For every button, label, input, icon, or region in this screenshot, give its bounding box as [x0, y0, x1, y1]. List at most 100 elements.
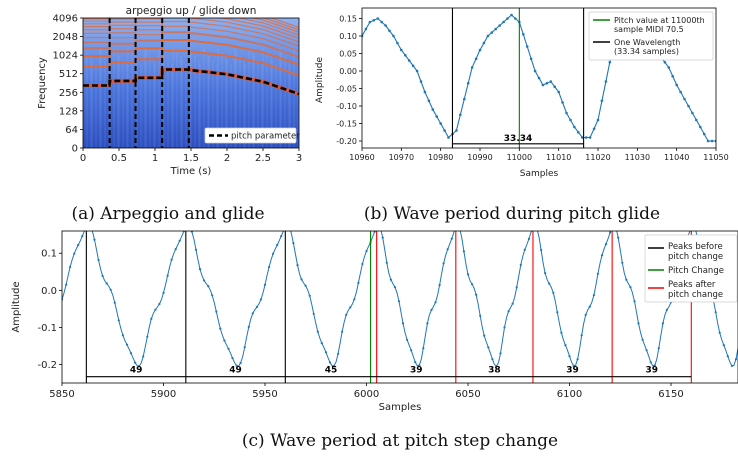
step-wave-point — [389, 278, 392, 281]
step-wave-xtick-label: 5950 — [252, 389, 277, 400]
step-wave-point — [560, 331, 563, 334]
step-wave-point — [81, 235, 84, 238]
glide-wave-legend-box — [588, 11, 714, 61]
step-wave-point — [536, 228, 538, 230]
glide-wave-point — [525, 45, 529, 48]
step-wave-point — [507, 310, 510, 313]
step-wave-point — [187, 224, 189, 226]
step-wave-point — [117, 319, 120, 322]
step-wave-point — [483, 334, 486, 337]
step-wave-frame — [61, 230, 738, 384]
step-wave-point — [65, 283, 68, 286]
step-wave-point — [300, 278, 303, 281]
glide-wave-point — [695, 118, 698, 122]
glide-wave-point — [443, 129, 446, 132]
caption-c: (c) Wave period at pitch step change — [242, 431, 558, 451]
glide-wave-point — [510, 13, 513, 17]
glide-wave-point — [604, 80, 608, 83]
step-wave-period-label: 38 — [488, 366, 501, 376]
step-wave-point — [410, 349, 413, 352]
spectrogram-xtick-label: 2 — [224, 153, 230, 164]
step-wave-point — [442, 262, 445, 265]
spectrogram-legend: pitch parameter — [204, 127, 300, 144]
glide-wave-frame — [361, 7, 717, 149]
step-wave-point — [726, 355, 729, 358]
glide-wave-point — [541, 83, 545, 87]
step-wave-point — [332, 364, 336, 367]
step-wave-point — [393, 286, 396, 289]
spectrogram-ytick-label: 128 — [59, 106, 78, 117]
glide-wave-point — [502, 20, 505, 24]
glide-wave-point — [376, 17, 380, 20]
glide-wave-point — [407, 59, 411, 62]
step-wave-point — [73, 252, 76, 255]
step-wave-point — [548, 282, 551, 285]
spectrogram-xtick-label: 0.5 — [111, 153, 127, 164]
step-wave-point — [459, 228, 461, 230]
spectrogram-ylabel: Frequency — [37, 57, 48, 109]
step-wave-point — [600, 254, 604, 257]
glide-wave-point — [494, 27, 498, 31]
glide-wave-point — [573, 125, 576, 129]
step-wave-point — [515, 286, 518, 289]
step-wave-point — [203, 279, 206, 282]
glide-wave-point — [533, 69, 537, 73]
glide-wave-point — [581, 136, 584, 139]
step-wave-point — [694, 228, 696, 230]
glide-wave-xtick-label: 11050 — [703, 153, 728, 162]
step-wave-point — [178, 239, 181, 242]
glide-wave-point — [396, 41, 399, 45]
step-wave-point — [722, 344, 725, 347]
step-wave-point — [588, 305, 591, 308]
glide-wave-point — [671, 75, 674, 78]
spectrogram-ytick-label: 1024 — [53, 51, 78, 62]
step-wave-point — [109, 288, 112, 291]
glide-wave-ytick-label: -0.05 — [336, 85, 357, 94]
step-wave-period-label: 39 — [566, 366, 579, 376]
glide-wave-point — [506, 17, 509, 20]
step-wave-point — [357, 281, 360, 284]
step-wave-point — [312, 312, 315, 315]
step-wave-point — [361, 262, 364, 266]
glide-wave-point — [584, 136, 588, 139]
glide-wave-point — [600, 99, 604, 103]
step-wave-point — [532, 226, 534, 228]
step-wave-point — [304, 284, 307, 287]
pitch-parameter-line — [83, 68, 299, 96]
step-wave-point — [211, 294, 214, 297]
step-wave-point — [580, 334, 583, 337]
step-wave-point — [150, 317, 153, 320]
glide-wave-point — [364, 27, 368, 31]
glide-wave-point — [490, 31, 494, 34]
step-wave-point — [121, 334, 124, 337]
step-wave-ticks: 5850 5900 5950 6000 6050 6100 6150 0.1 0.0 -0.1 -0… — [37, 249, 683, 400]
step-wave-point — [170, 258, 173, 261]
step-wave-point — [154, 308, 157, 311]
step-wave-point — [446, 248, 449, 251]
spectrogram-xtick-label: 0 — [80, 153, 86, 164]
step-wave-ylabel: Amplitude — [11, 281, 22, 332]
step-wave-point — [227, 347, 230, 350]
glide-wave-point — [435, 115, 439, 118]
glide-wave-point — [667, 66, 671, 69]
step-wave-point — [609, 231, 612, 234]
step-wave-point — [381, 236, 384, 239]
step-wave-point — [272, 252, 275, 255]
step-wave-point — [414, 361, 417, 364]
step-wave-point — [568, 355, 571, 358]
glide-wave-point — [470, 66, 474, 69]
step-wave-point — [341, 330, 344, 333]
step-wave-period-label: 39 — [410, 366, 423, 376]
glide-wave-ytick-label: 0.00 — [339, 67, 357, 76]
step-wave-point — [308, 294, 311, 297]
step-wave-point — [491, 358, 494, 361]
step-wave-point — [422, 347, 425, 350]
glide-wave-point — [478, 48, 482, 52]
step-wave-point — [345, 313, 348, 316]
step-wave-point — [503, 326, 506, 329]
glide-wave-point — [431, 108, 435, 111]
glide-wave-point — [388, 29, 391, 33]
glide-wave-point — [384, 24, 387, 27]
step-wave-point — [259, 298, 262, 301]
step-wave-point — [487, 346, 490, 349]
